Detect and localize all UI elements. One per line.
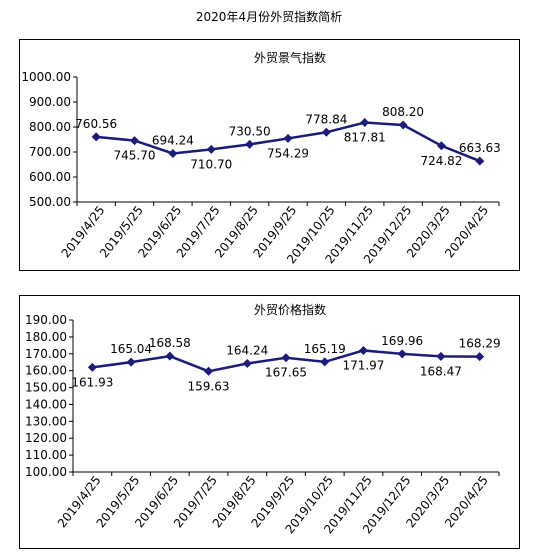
- y-tick-label: 120.00: [25, 431, 67, 445]
- data-label: 778.84: [305, 112, 347, 126]
- data-label: 159.63: [188, 379, 230, 393]
- data-label: 710.70: [190, 157, 232, 171]
- y-tick-label: 800.00: [29, 120, 71, 134]
- y-tick-label: 150.00: [25, 381, 67, 395]
- data-point-marker: [206, 144, 216, 154]
- data-label: 169.96: [381, 334, 423, 348]
- data-label: 745.70: [114, 149, 156, 163]
- data-label: 817.81: [344, 131, 386, 145]
- data-label: 168.29: [459, 337, 501, 351]
- data-point-marker: [91, 132, 101, 142]
- data-point-marker: [398, 120, 408, 130]
- data-label: 161.93: [71, 375, 113, 389]
- data-point-marker: [87, 362, 97, 372]
- data-label: 694.24: [152, 133, 194, 147]
- data-point-marker: [126, 357, 136, 367]
- chart-title: 外贸景气指数: [254, 50, 326, 65]
- data-point-marker: [168, 148, 178, 158]
- data-point-marker: [475, 352, 485, 362]
- data-label: 808.20: [382, 105, 424, 119]
- y-tick-label: 140.00: [25, 397, 67, 411]
- data-point-marker: [130, 136, 140, 146]
- trade-price-chart: 外贸价格指数 190.00 180.00 170.00 160.00 150.00 140.…: [25, 302, 501, 536]
- y-tick-label: 160.00: [25, 364, 67, 378]
- data-label: 164.24: [226, 344, 268, 358]
- page-title: 2020年4月份外贸指数简析: [195, 10, 343, 24]
- data-point-marker: [436, 141, 446, 151]
- data-point-marker: [283, 133, 293, 143]
- data-label: 663.63: [459, 141, 501, 155]
- data-label: 165.04: [110, 342, 152, 356]
- y-tick-label: 100.00: [25, 465, 67, 479]
- y-tick-label: 500.00: [29, 195, 71, 209]
- trade-prosperity-chart-panel: 外贸景气指数 1000.00 900.00 800.00 700.00 600.00 500…: [19, 39, 520, 271]
- data-label: 168.47: [420, 364, 462, 378]
- data-point-marker: [358, 345, 368, 355]
- data-point-marker: [204, 366, 214, 376]
- y-tick-label: 110.00: [25, 448, 67, 462]
- data-label: 167.65: [265, 366, 307, 380]
- y-tick-label: 900.00: [29, 95, 71, 109]
- data-label: 724.82: [420, 154, 462, 168]
- data-label: 168.58: [149, 336, 191, 350]
- data-point-marker: [321, 127, 331, 137]
- data-point-marker: [281, 353, 291, 363]
- data-label: 760.56: [75, 117, 117, 131]
- data-point-marker: [475, 156, 485, 166]
- data-point-marker: [242, 359, 252, 369]
- data-point-marker: [245, 139, 255, 149]
- data-label: 754.29: [267, 146, 309, 160]
- data-point-marker: [360, 118, 370, 128]
- data-point-marker: [165, 351, 175, 361]
- data-point-marker: [397, 349, 407, 359]
- y-tick-label: 170.00: [25, 347, 67, 361]
- data-label: 165.19: [304, 342, 346, 356]
- y-tick-label: 600.00: [29, 170, 71, 184]
- y-tick-label: 700.00: [29, 145, 71, 159]
- data-label: 171.97: [342, 358, 384, 372]
- data-label: 730.50: [229, 124, 271, 138]
- y-tick-label: 1000.00: [21, 70, 71, 84]
- trade-price-chart-panel: 外贸价格指数 190.00 180.00 170.00 160.00 150.00 140.…: [19, 295, 520, 549]
- trade-prosperity-chart: 外贸景气指数 1000.00 900.00 800.00 700.00 600.00 500…: [21, 50, 501, 266]
- data-point-marker: [436, 351, 446, 361]
- y-tick-label: 180.00: [25, 330, 67, 344]
- chart-title: 外贸价格指数: [254, 302, 326, 317]
- y-tick-label: 190.00: [25, 313, 67, 327]
- y-tick-label: 130.00: [25, 414, 67, 428]
- data-point-marker: [320, 357, 330, 367]
